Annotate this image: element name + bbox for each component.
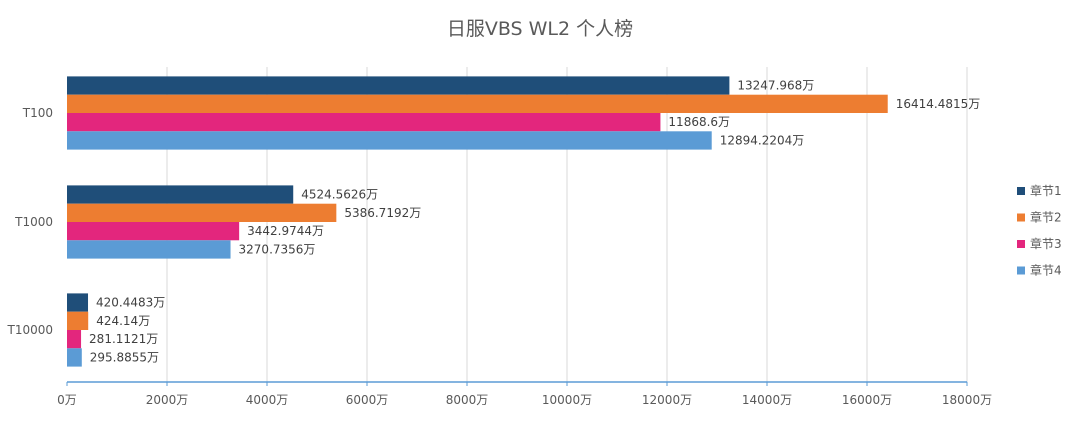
legend-label: 章节1	[1030, 183, 1062, 198]
data-labels: 13247.968万 16414.4815万 11868.6万 12894.2204万…	[89, 79, 980, 365]
x-tick-label: 18000万	[942, 393, 992, 407]
category-label: T10000	[6, 323, 53, 337]
legend-label: 章节3	[1030, 236, 1062, 251]
bar	[67, 311, 89, 330]
data-label: 424.14万	[96, 314, 150, 328]
data-label: 3270.7356万	[239, 242, 316, 256]
x-tick-label: 14000万	[742, 393, 792, 407]
x-tick-label: 12000万	[642, 393, 692, 407]
x-tick-label: 2000万	[146, 393, 189, 407]
y-axis-categories: T100 T1000 T10000	[6, 106, 53, 337]
bar	[67, 76, 730, 95]
data-label: 295.8855万	[90, 350, 159, 364]
bar	[67, 240, 231, 259]
bar	[67, 330, 82, 349]
bar	[67, 131, 712, 150]
data-label: 5386.7192万	[344, 206, 421, 220]
bar	[67, 222, 240, 241]
bar	[67, 348, 82, 367]
x-axis: 0万 2000万 4000万 6000万 8000万 10000万 12000万 14000万…	[57, 381, 992, 407]
category-label: T1000	[14, 215, 53, 229]
data-label: 420.4483万	[96, 296, 165, 310]
legend-label: 章节4	[1030, 263, 1062, 278]
data-label: 281.1121万	[89, 332, 158, 346]
bar	[67, 293, 89, 312]
legend: 章节1 章节2 章节3 章节4	[1017, 183, 1062, 278]
data-label: 16414.4815万	[896, 97, 981, 111]
legend-swatch	[1017, 213, 1025, 222]
bar	[67, 113, 661, 132]
legend-label: 章节2	[1030, 210, 1062, 225]
x-tick-label: 10000万	[542, 393, 592, 407]
x-tick-label: 16000万	[842, 393, 892, 407]
data-label: 3442.9744万	[247, 224, 324, 238]
data-label: 11868.6万	[668, 115, 730, 129]
bars	[67, 76, 888, 367]
bar	[67, 94, 888, 113]
x-tick-label: 0万	[57, 393, 77, 407]
x-tick-label: 8000万	[446, 393, 489, 407]
bar	[67, 203, 337, 222]
legend-swatch	[1017, 187, 1025, 195]
bar	[67, 185, 294, 204]
data-label: 4524.5626万	[301, 188, 378, 202]
legend-swatch	[1017, 266, 1025, 275]
chart-title: 日服VBS WL2 个人榜	[447, 18, 633, 40]
data-label: 13247.968万	[737, 79, 814, 93]
data-label: 12894.2204万	[720, 133, 805, 147]
x-tick-label: 4000万	[246, 393, 289, 407]
legend-swatch	[1017, 240, 1025, 248]
x-tick-label: 6000万	[346, 393, 389, 407]
category-label: T100	[22, 106, 53, 120]
